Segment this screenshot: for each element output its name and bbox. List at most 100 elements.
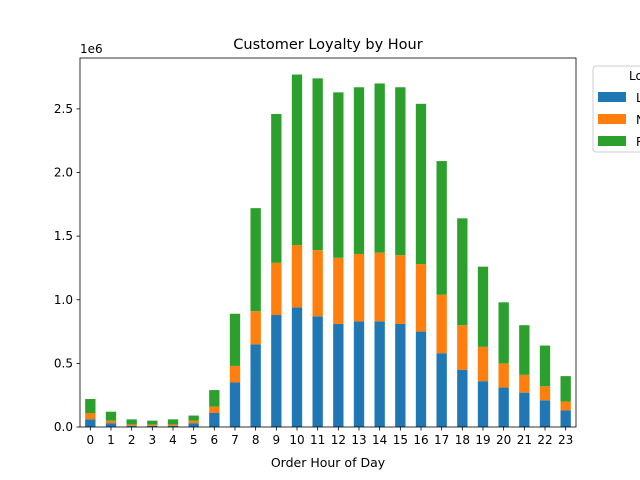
y-axis-offset-label: 1e6 [80, 42, 103, 56]
bar-N-4 [167, 424, 179, 426]
x-tick-label: 23 [558, 433, 573, 447]
bar-N-6 [209, 406, 220, 414]
x-tick-label: 22 [537, 433, 552, 447]
bar-R-1 [105, 411, 117, 421]
bar-N-8 [250, 311, 261, 345]
x-tick-label: 5 [190, 433, 198, 447]
plot-frame [79, 57, 577, 428]
bar-R-17 [436, 161, 447, 295]
bar-R-2 [126, 419, 137, 425]
bar-R-3 [147, 420, 158, 425]
bar-N-22 [539, 386, 551, 401]
bar-N-23 [560, 401, 571, 411]
bar-R-20 [498, 302, 509, 364]
bar-L-9 [271, 315, 282, 427]
x-tick-label: 8 [252, 433, 260, 447]
bar-N-2 [126, 424, 137, 426]
x-tick-label: 19 [475, 433, 490, 447]
bar-R-22 [539, 345, 551, 387]
bar-N-14 [374, 252, 385, 322]
bar-N-18 [457, 325, 468, 370]
bar-N-11 [312, 250, 323, 317]
legend-title: Lo [629, 69, 640, 83]
x-tick-label: 12 [331, 433, 346, 447]
x-tick-label: 15 [393, 433, 408, 447]
bar-N-0 [85, 413, 96, 420]
bar-L-12 [333, 323, 344, 427]
bar-L-21 [519, 392, 530, 427]
legend-swatch-R [598, 136, 626, 146]
bar-L-8 [250, 344, 261, 427]
bar-L-23 [560, 410, 571, 427]
x-tick-label: 9 [273, 433, 281, 447]
bar-N-10 [291, 245, 303, 308]
bar-L-6 [209, 413, 220, 427]
bar-N-21 [519, 374, 530, 393]
legend-swatch-L [598, 92, 626, 102]
bar-R-13 [353, 87, 365, 254]
bar-L-19 [477, 381, 489, 427]
bar-N-3 [147, 424, 158, 426]
legend-entry-N: N [636, 113, 640, 127]
x-tick-label: 1 [107, 433, 115, 447]
bar-L-18 [457, 369, 468, 427]
y-tick-label: 0.5 [54, 356, 73, 370]
x-tick-label: 11 [310, 433, 325, 447]
x-tick-label: 3 [149, 433, 157, 447]
bar-R-11 [312, 78, 323, 251]
bar-R-18 [457, 218, 468, 326]
legend: Lo LNR [592, 65, 640, 153]
y-tick-label: 0.0 [54, 420, 73, 434]
bar-N-13 [353, 253, 365, 322]
bar-R-7 [229, 313, 241, 366]
x-tick-label: 20 [496, 433, 511, 447]
bar-L-5 [188, 423, 199, 427]
bar-N-9 [271, 262, 282, 316]
x-tick-label: 6 [211, 433, 219, 447]
bar-R-9 [271, 113, 282, 263]
y-tick-label: 2.5 [54, 102, 73, 116]
bar-N-16 [415, 264, 427, 332]
bar-R-21 [519, 325, 530, 375]
bar-N-17 [436, 294, 447, 354]
x-axis-label: Order Hour of Day [271, 455, 386, 470]
x-tick-label: 14 [372, 433, 387, 447]
chart-title: Customer Loyalty by Hour [233, 37, 422, 53]
bar-R-0 [85, 399, 96, 414]
bar-R-4 [167, 419, 179, 425]
x-tick-label: 0 [87, 433, 95, 447]
bar-R-19 [477, 266, 489, 347]
bar-R-16 [415, 103, 427, 265]
x-tick-label: 10 [289, 433, 304, 447]
bar-L-15 [395, 323, 406, 427]
x-tick-label: 18 [455, 433, 470, 447]
x-tick-label: 17 [434, 433, 449, 447]
bar-L-10 [291, 307, 303, 427]
bar-R-10 [291, 74, 303, 246]
x-tick-label: 7 [231, 433, 239, 447]
bar-R-14 [374, 83, 385, 253]
bar-N-20 [498, 363, 509, 388]
bar-R-8 [250, 208, 261, 312]
bar-N-15 [395, 255, 406, 324]
bar-N-1 [105, 420, 117, 424]
bar-N-12 [333, 257, 344, 324]
x-tick-label: 16 [413, 433, 428, 447]
bar-R-15 [395, 87, 406, 256]
bar-L-17 [436, 353, 447, 427]
bar-L-20 [498, 387, 509, 427]
bar-R-5 [188, 415, 199, 421]
bar-L-14 [374, 321, 385, 427]
bar-L-2 [126, 425, 137, 427]
bar-L-16 [415, 331, 427, 427]
bar-R-6 [209, 390, 220, 407]
x-tick-label: 4 [169, 433, 177, 447]
legend-entry-R: R [636, 135, 640, 149]
bar-L-22 [539, 400, 551, 427]
x-tick-label: 2 [128, 433, 136, 447]
bar-L-1 [105, 423, 117, 427]
y-tick-label: 2.0 [54, 166, 73, 180]
bar-N-5 [188, 420, 199, 424]
bar-L-0 [85, 419, 96, 427]
